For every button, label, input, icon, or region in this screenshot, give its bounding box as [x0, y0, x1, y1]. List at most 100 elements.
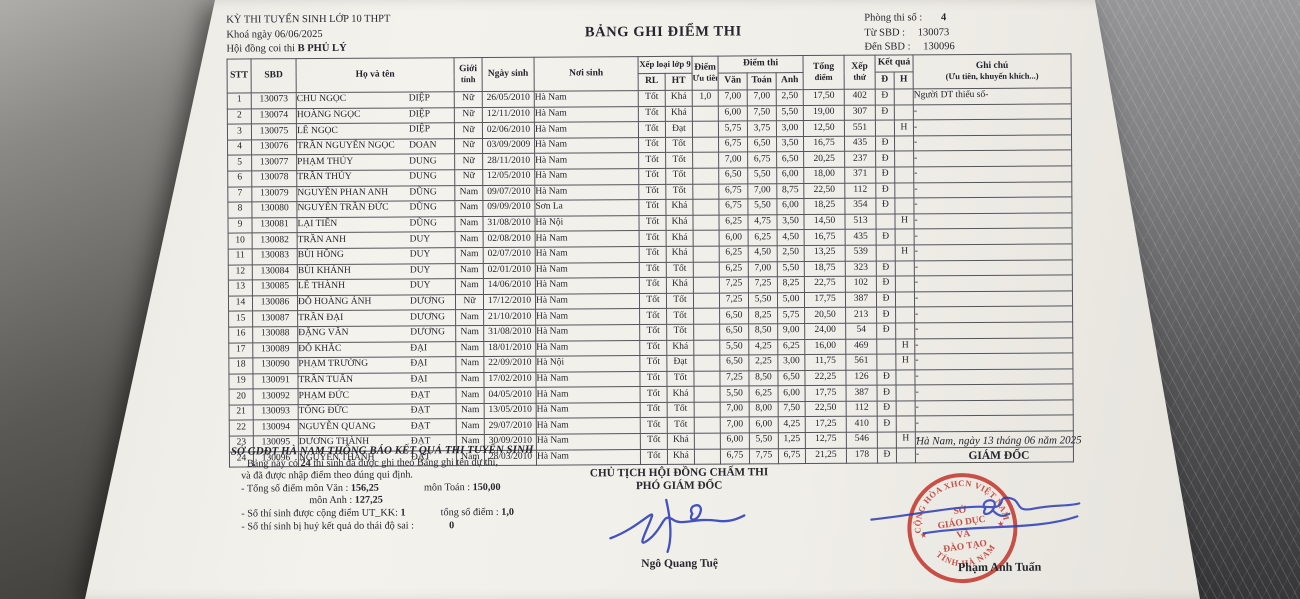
- cell-ht: Tốt: [666, 292, 694, 309]
- cell-stt: 22: [229, 420, 254, 437]
- cell-toan: 7,00: [748, 261, 778, 278]
- col-grade9: Xếp loại lớp 9: [638, 56, 693, 74]
- cell-ht: Khá: [665, 105, 693, 122]
- cell-anh: 4,50: [777, 229, 805, 246]
- cell-stt: 3: [227, 124, 252, 140]
- cell-dob: 03/09/2009: [482, 137, 535, 154]
- cell-name: LÊ NGỌC DIỆP: [296, 122, 455, 140]
- cell-sbd: 130089: [252, 342, 298, 359]
- cell-rank: 323: [845, 260, 877, 277]
- family-name: NGUYỄN TRẦN ĐỨC: [297, 203, 389, 214]
- cell-sbd: 130088: [252, 326, 298, 343]
- family-name: LẠI TIẾN: [297, 218, 338, 230]
- cell-sbd: 130086: [252, 295, 298, 312]
- cell-toan: 5,50: [748, 292, 778, 309]
- cell-gender: Nữ: [454, 122, 483, 139]
- cell-sbd: 130093: [253, 404, 299, 421]
- cell-birthplace: Hà Nam: [535, 246, 640, 263]
- cell-total: 17,75: [805, 385, 847, 402]
- cell-toan: 8,25: [748, 308, 778, 324]
- cell-note: -: [914, 368, 1074, 386]
- room-number-line: Phòng thi số : 4: [864, 12, 947, 24]
- cell-result-h: [895, 229, 915, 245]
- cell-name: BÙI KHÁNH DUY: [297, 263, 456, 280]
- cell-result-h: [895, 276, 915, 292]
- director-signature-icon: [870, 496, 1081, 535]
- cell-name: ĐẶNG VĂN DƯƠNG: [297, 325, 456, 343]
- cell-dob: 02/06/2010: [482, 122, 535, 139]
- cell-ht: Tốt: [666, 370, 695, 387]
- cell-rank: 539: [845, 245, 877, 261]
- cell-ht: Tốt: [667, 417, 695, 434]
- cell-stt: 18: [228, 358, 253, 374]
- svg-text:VÀ: VÀ: [956, 527, 971, 541]
- cell-priority: [693, 292, 720, 309]
- cell-sbd: 130085: [252, 279, 298, 296]
- cell-gender: Nam: [455, 263, 484, 279]
- cell-birthplace: Hà Nam: [536, 386, 641, 404]
- cell-birthplace: Hà Nam: [535, 371, 641, 388]
- cell-dob: 09/09/2010: [482, 200, 535, 217]
- date-line: Hà Nam, ngày 13 tháng 06 năm 2025: [916, 434, 1082, 448]
- cell-note: -: [913, 134, 1072, 152]
- cell-rl: Tốt: [638, 105, 666, 122]
- cell-rank: 410: [846, 416, 878, 433]
- cell-anh: 1,25: [778, 432, 806, 449]
- cell-priority: [692, 136, 719, 153]
- cell-priority: [692, 152, 719, 169]
- cell-sbd: 130075: [251, 123, 297, 140]
- family-name: TRẦN TUẤN: [298, 374, 353, 386]
- cell-rank: 307: [844, 104, 876, 121]
- cell-result-h: H: [895, 353, 915, 370]
- given-name: DUY: [409, 265, 431, 276]
- cell-rl: Tốt: [639, 324, 667, 341]
- cell-ht: Tốt: [665, 137, 693, 153]
- cell-result-d: Đ: [875, 166, 895, 183]
- cell-result-h: [894, 166, 914, 183]
- cell-rl: Tốt: [638, 183, 666, 200]
- cell-rank: 435: [844, 135, 876, 152]
- cell-name: NGUYỄN PHAN ANH DŨNG: [296, 185, 455, 202]
- col-rank: Xếp thứ: [844, 55, 876, 90]
- cell-toan: 3,75: [747, 120, 777, 137]
- cell-sbd: 130082: [252, 232, 298, 249]
- cell-name: TỐNG ĐỨC ĐẠT: [298, 403, 457, 421]
- cell-result-h: [895, 322, 915, 339]
- cell-dob: 12/11/2010: [482, 106, 535, 123]
- cell-dob: 29/07/2010: [484, 418, 537, 435]
- cell-result-h: H: [894, 213, 915, 230]
- given-name: DIỆP: [408, 109, 431, 120]
- cell-result-d: [875, 120, 895, 136]
- cell-van: 7,25: [719, 292, 749, 309]
- col-priority: Điểm Ưu tiên: [692, 56, 719, 91]
- cell-toan: 7,25: [748, 276, 778, 293]
- cell-ht: Khá: [666, 246, 694, 262]
- cell-result-h: [896, 416, 916, 433]
- cell-name: TRẦN THÚY DUNG: [296, 169, 455, 187]
- cell-birthplace: Hà Nam: [535, 230, 640, 248]
- council-line: Hội đồng coi thi B PHỦ LÝ: [226, 42, 347, 55]
- cell-rank: 112: [844, 182, 876, 199]
- cell-result-h: [894, 198, 914, 214]
- cell-note: -: [913, 119, 1072, 136]
- cell-dob: 31/08/2010: [482, 215, 536, 232]
- cell-van: 6,25: [719, 261, 749, 278]
- cell-total: 16,75: [803, 136, 845, 152]
- sum-anh: 127,25: [354, 495, 383, 507]
- cell-total: 22,50: [805, 401, 847, 418]
- cell-rank: 54: [845, 323, 877, 339]
- family-name: TRẦN THÚY: [297, 172, 352, 183]
- cell-result-h: [895, 291, 915, 308]
- cell-rl: Tốt: [639, 371, 668, 387]
- cell-rl: Tốt: [639, 308, 667, 325]
- director-block: Hà Nam, ngày 13 tháng 06 năm 2025 GIÁM Đ…: [859, 434, 1139, 584]
- cell-result-d: Đ: [876, 229, 896, 246]
- cell-birthplace: Hà Nam: [534, 168, 639, 185]
- cell-total: 22,75: [804, 276, 846, 293]
- cell-dob: 04/05/2010: [484, 387, 537, 404]
- cell-toan: 7,75: [749, 448, 779, 465]
- cell-sbd: 130094: [253, 420, 299, 436]
- cell-van: 6,00: [718, 105, 748, 122]
- cell-total: 11,75: [804, 354, 846, 371]
- given-name: DUY: [409, 280, 431, 291]
